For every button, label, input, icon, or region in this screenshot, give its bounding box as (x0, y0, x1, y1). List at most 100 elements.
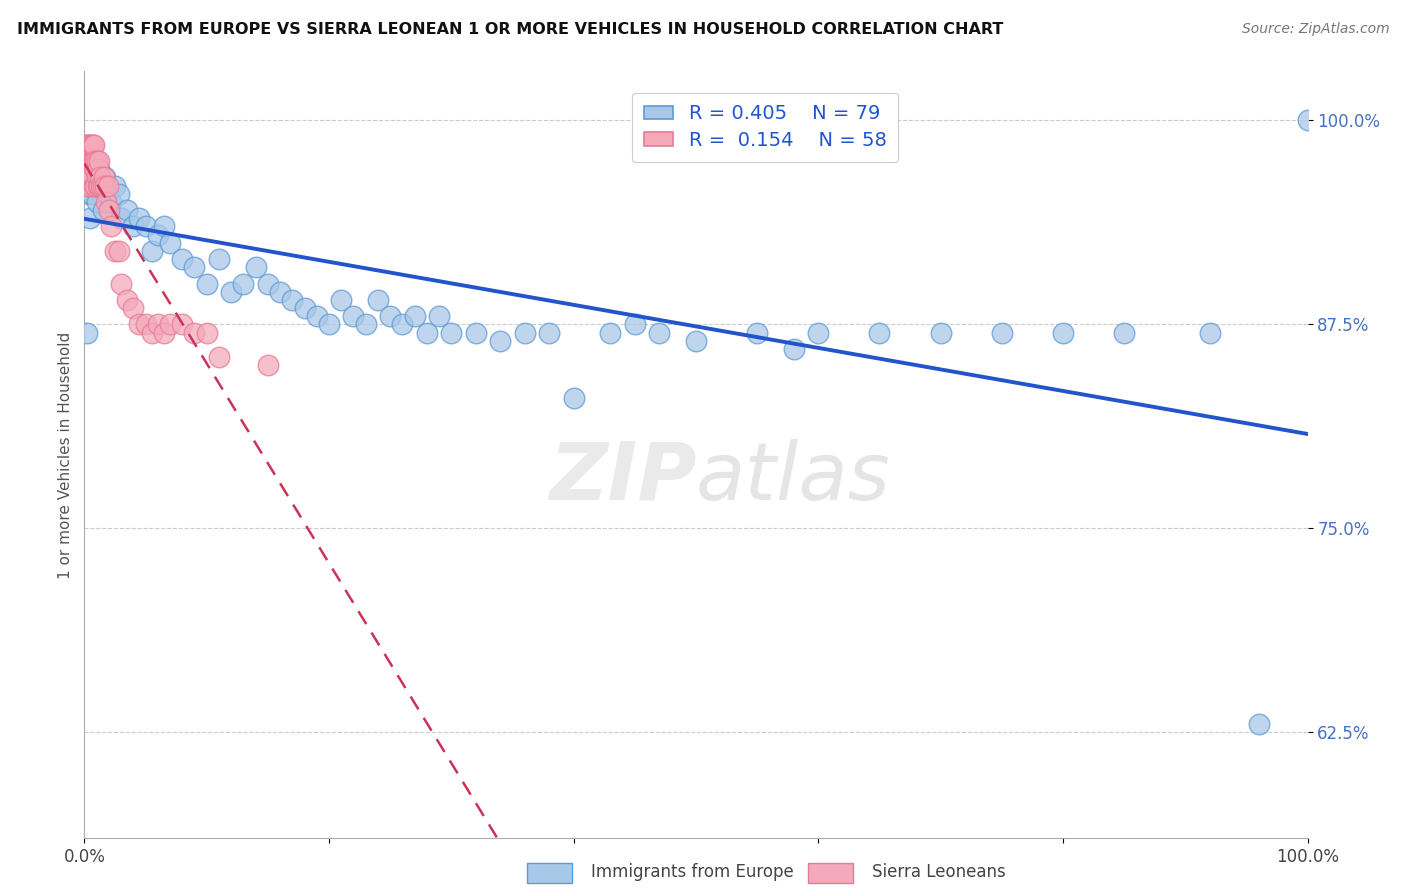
Point (404, 309, 426, 323)
Point (76, 326, 98, 340)
Point (1114, 326, 1136, 340)
Point (93, 170, 115, 185)
Point (648, 326, 671, 340)
Point (77, 137, 100, 152)
Y-axis label: 1 or more Vehicles in Household: 1 or more Vehicles in Household (58, 331, 73, 579)
Point (80, 170, 103, 185)
Point (89, 178, 111, 193)
Point (77, 170, 100, 185)
Point (128, 318, 150, 332)
Point (281, 293, 304, 307)
Point (75, 137, 97, 152)
Point (146, 227, 169, 242)
Point (141, 326, 163, 340)
Point (77, 162, 100, 177)
Point (128, 211, 150, 226)
Point (96, 194, 118, 209)
Point (110, 211, 132, 226)
Point (86, 170, 108, 185)
Point (257, 277, 280, 291)
Text: Source: ZipAtlas.com: Source: ZipAtlas.com (1241, 22, 1389, 37)
Point (87, 178, 110, 193)
Point (195, 277, 218, 291)
Legend: R = 0.405    N = 79, R =  0.154    N = 58: R = 0.405 N = 79, R = 0.154 N = 58 (633, 93, 898, 161)
Point (87, 162, 110, 177)
Point (208, 350, 231, 364)
Point (367, 293, 389, 307)
Point (84, 162, 107, 177)
Point (159, 318, 181, 332)
Point (97, 186, 120, 201)
Point (84, 178, 107, 193)
Point (82, 154, 104, 169)
Point (219, 285, 242, 299)
Point (783, 342, 806, 356)
Point (82, 137, 104, 152)
Point (416, 326, 439, 340)
Point (77, 178, 100, 193)
Point (141, 244, 163, 258)
Point (100, 194, 122, 209)
Point (391, 318, 413, 332)
Point (79, 178, 101, 193)
Point (82, 170, 104, 185)
Point (80, 137, 103, 152)
Point (159, 235, 181, 250)
Point (77, 154, 100, 169)
Point (100, 219, 122, 234)
Point (107, 186, 129, 201)
Point (80, 154, 103, 169)
Point (86, 154, 108, 169)
Point (87, 162, 110, 177)
Point (599, 326, 621, 340)
Point (75, 162, 97, 177)
Point (94, 178, 117, 193)
Point (115, 203, 138, 218)
Point (146, 318, 169, 332)
Point (87, 178, 110, 193)
Point (90, 178, 112, 193)
Point (440, 326, 463, 340)
Point (79, 162, 101, 177)
Point (257, 358, 280, 372)
Point (89, 170, 111, 185)
Point (104, 178, 127, 193)
Point (86, 154, 108, 169)
Point (107, 244, 129, 258)
Point (87, 154, 110, 169)
Point (330, 293, 353, 307)
Point (562, 391, 585, 405)
Point (807, 326, 830, 340)
Point (294, 301, 316, 315)
Point (79, 211, 101, 226)
Point (83, 154, 105, 169)
Point (77, 154, 100, 169)
Point (77, 178, 100, 193)
Point (104, 244, 127, 258)
Text: ZIP: ZIP (548, 439, 696, 517)
Point (1296, 113, 1319, 128)
Point (77, 186, 100, 201)
Point (1198, 326, 1220, 340)
Point (76, 170, 98, 185)
Point (83, 162, 105, 177)
Point (87, 170, 110, 185)
Point (84, 154, 107, 169)
Point (538, 326, 561, 340)
Point (76, 137, 98, 152)
Point (76, 154, 98, 169)
Point (83, 137, 105, 152)
Point (929, 326, 952, 340)
Point (245, 260, 267, 275)
Point (318, 318, 340, 332)
Point (84, 154, 107, 169)
Point (97, 178, 120, 193)
Point (869, 326, 891, 340)
Point (135, 318, 157, 332)
Point (342, 309, 364, 323)
Point (83, 178, 105, 193)
Point (464, 326, 486, 340)
Point (153, 326, 176, 340)
Text: atlas: atlas (696, 439, 891, 517)
Point (122, 219, 145, 234)
